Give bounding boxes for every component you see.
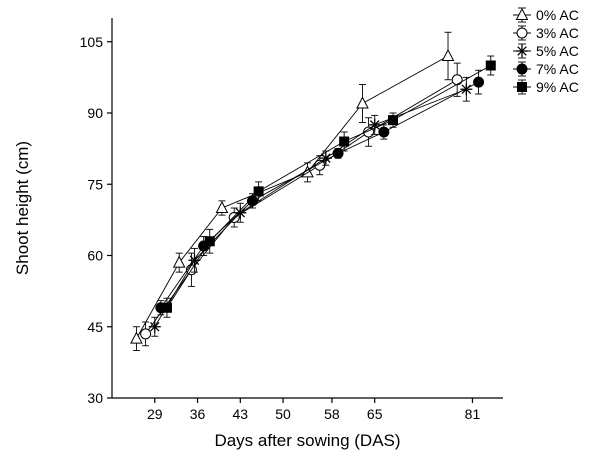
legend-item: 7% AC: [513, 61, 579, 77]
data-point: [148, 320, 161, 333]
legend-label: 7% AC: [536, 61, 579, 77]
series-group: [130, 31, 496, 351]
data-point: [356, 96, 369, 109]
data-point: [441, 48, 455, 61]
data-point: [332, 147, 344, 159]
legend-item: 5% AC: [513, 43, 579, 59]
asterisk-stroke: [321, 153, 331, 163]
data-point: [368, 118, 381, 131]
legend-item: 9% AC: [513, 79, 579, 95]
data-point: [130, 331, 143, 344]
data-point: [172, 255, 186, 268]
legend-label: 5% AC: [536, 43, 579, 59]
series-line: [145, 79, 458, 335]
data-point: [460, 83, 473, 96]
series-5: [161, 55, 496, 318]
data-point: [485, 60, 496, 71]
legend-marker: [516, 27, 528, 39]
legend-label: 9% AC: [536, 79, 579, 95]
legend: 0% AC 3% AC 5% AC 7% AC 9% AC: [513, 7, 579, 95]
legend-label: 3% AC: [536, 25, 579, 41]
series-line: [154, 88, 467, 327]
data-point: [161, 302, 172, 313]
series-line: [166, 65, 492, 308]
legend-label: 0% AC: [536, 7, 579, 23]
asterisk-stroke: [461, 84, 472, 95]
legend-marker: [515, 7, 529, 20]
series-2: [140, 62, 463, 347]
data-point: [140, 328, 152, 340]
data-point: [215, 200, 229, 213]
x-axis-title: Days after sowing (DAS): [214, 431, 400, 450]
data-point: [378, 126, 390, 138]
data-point: [339, 136, 350, 147]
data-point: [388, 115, 399, 126]
y-tick-label: 60: [87, 248, 103, 264]
series-3: [148, 76, 473, 337]
axes: 30 45 60 75 90 105 29 36 43 50 58 65 81: [80, 18, 503, 422]
y-tick-label: 75: [87, 176, 103, 192]
data-point: [319, 152, 332, 165]
data-point: [253, 186, 264, 197]
asterisk-stroke: [517, 46, 527, 56]
x-tick-label: 50: [275, 406, 291, 422]
legend-item: 3% AC: [513, 25, 579, 41]
x-tick-label: 58: [324, 406, 340, 422]
y-tick-label: 45: [87, 319, 103, 335]
asterisk-stroke: [369, 120, 380, 130]
y-tick-label: 90: [87, 105, 103, 121]
asterisk-stroke: [150, 321, 160, 332]
legend-marker: [516, 63, 528, 75]
series-line: [160, 81, 479, 309]
x-tick-label: 36: [190, 406, 206, 422]
series-4: [155, 69, 485, 316]
data-point: [473, 76, 485, 88]
legend-marker: [517, 82, 527, 92]
series-line: [136, 55, 449, 339]
x-tick-label: 43: [233, 406, 249, 422]
x-tick-label: 65: [367, 406, 383, 422]
data-point: [451, 74, 463, 86]
legend-marker: [516, 45, 528, 57]
y-tick-label: 105: [80, 34, 104, 50]
data-point: [204, 236, 215, 247]
y-tick-label: 30: [87, 390, 103, 406]
y-axis-title: Shoot height (cm): [13, 141, 32, 275]
series-1: [130, 31, 455, 351]
x-tick-label: 29: [147, 406, 163, 422]
legend-item: 0% AC: [513, 7, 579, 23]
x-tick-label: 81: [465, 406, 481, 422]
